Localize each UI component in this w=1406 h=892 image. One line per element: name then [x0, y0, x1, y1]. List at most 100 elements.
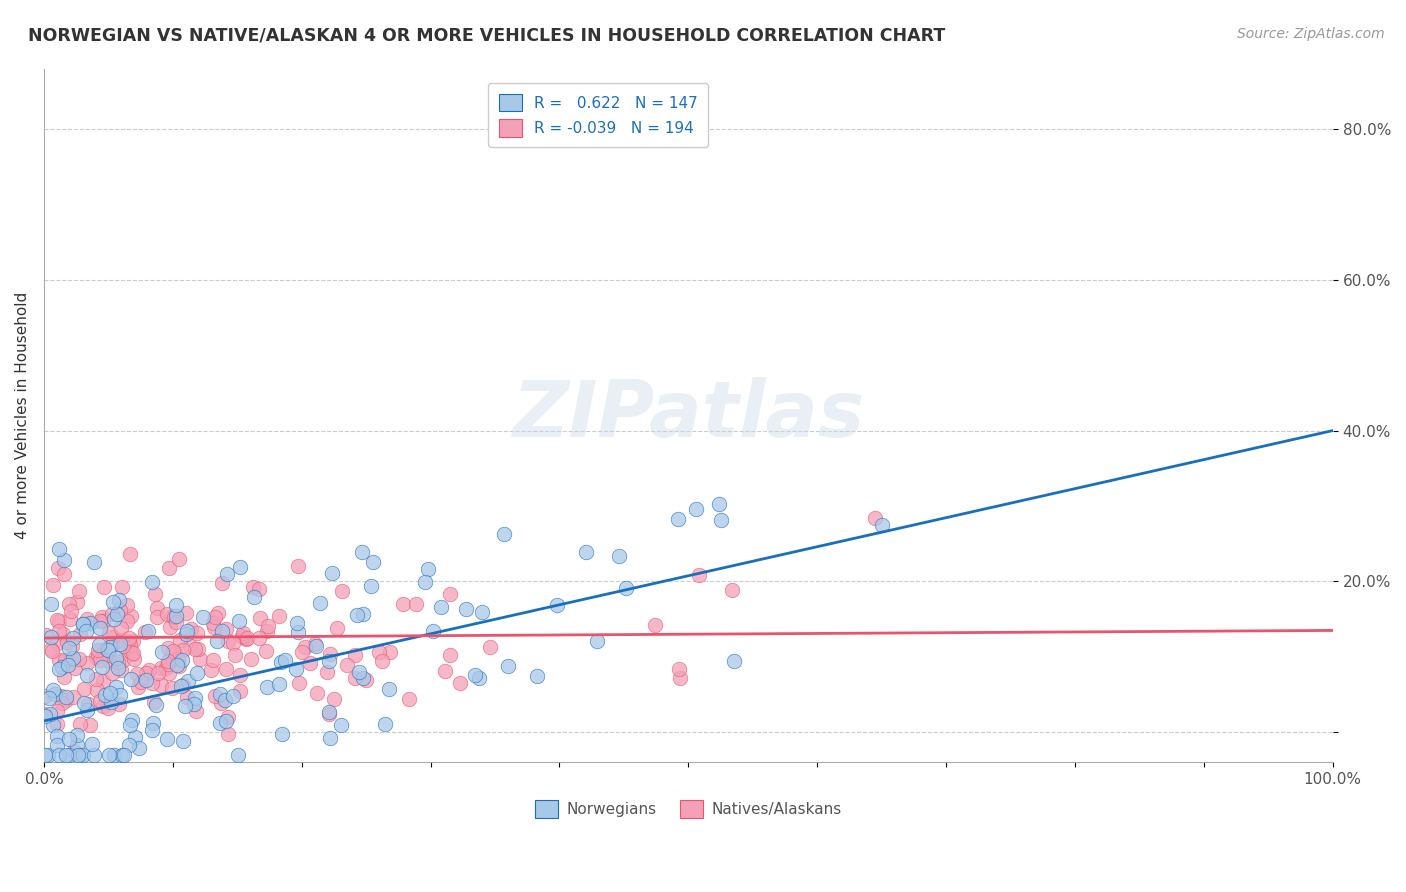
Point [48, 614, 70, 628]
Point [201, 615, 224, 630]
Point [112, 747, 135, 762]
Point [165, 609, 187, 624]
Point [235, 632, 257, 646]
Point [98, 626, 121, 640]
Point [34, 747, 56, 762]
Point [108, 636, 131, 650]
Point [330, 718, 353, 732]
Point [120, 608, 142, 623]
Point [122, 652, 145, 666]
Point [285, 615, 308, 630]
Point [344, 648, 367, 662]
Point [166, 657, 188, 672]
Point [207, 634, 229, 648]
Point [186, 625, 208, 640]
Point [45, 739, 67, 753]
Point [418, 561, 440, 575]
Point [202, 620, 225, 634]
Point [42, 578, 65, 592]
Point [145, 698, 167, 712]
Point [39, 641, 62, 656]
Point [46, 717, 69, 731]
Point [347, 665, 370, 680]
Point [48, 747, 70, 762]
Point [150, 645, 173, 659]
Point [166, 652, 188, 666]
Point [249, 610, 271, 624]
Point [318, 647, 340, 661]
Point [48, 652, 70, 666]
Point [56, 634, 79, 648]
Point [299, 656, 322, 670]
Point [224, 648, 246, 662]
Point [142, 715, 165, 730]
Point [685, 502, 707, 516]
Point [322, 691, 344, 706]
Point [163, 609, 186, 624]
Point [51, 696, 73, 710]
Point [73, 772, 96, 787]
Point [209, 687, 232, 701]
Point [62, 744, 84, 758]
Point [34, 709, 56, 723]
Point [526, 669, 548, 683]
Point [51, 689, 73, 703]
Point [135, 665, 157, 680]
Point [84, 649, 107, 664]
Point [236, 631, 259, 645]
Point [307, 686, 329, 700]
Point [378, 645, 401, 659]
Point [270, 655, 292, 669]
Point [121, 713, 143, 727]
Point [294, 640, 316, 654]
Point [378, 681, 401, 696]
Point [104, 651, 127, 665]
Point [90, 609, 112, 624]
Point [107, 655, 129, 669]
Point [228, 684, 250, 698]
Point [180, 623, 202, 637]
Point [162, 644, 184, 658]
Point [367, 645, 389, 659]
Point [97, 747, 120, 762]
Point [156, 640, 179, 655]
Point [343, 671, 366, 685]
Point [52, 552, 75, 566]
Point [287, 559, 309, 574]
Point [494, 527, 516, 541]
Point [165, 615, 187, 630]
Point [56, 658, 79, 673]
Point [138, 663, 160, 677]
Point [91, 674, 114, 689]
Point [211, 624, 233, 639]
Point [374, 717, 396, 731]
Point [187, 642, 209, 657]
Point [89, 621, 111, 635]
Point [93, 643, 115, 657]
Point [52, 627, 75, 641]
Point [53, 653, 76, 667]
Point [209, 697, 232, 711]
Point [354, 673, 377, 687]
Point [479, 640, 502, 654]
Point [215, 623, 238, 637]
Point [58, 597, 80, 611]
Point [721, 582, 744, 597]
Point [76, 703, 98, 717]
Point [69, 747, 91, 762]
Point [229, 560, 252, 574]
Point [118, 635, 141, 649]
Point [146, 666, 169, 681]
Point [101, 607, 124, 622]
Point [228, 614, 250, 628]
Point [221, 689, 243, 703]
Point [184, 704, 207, 718]
Point [352, 672, 374, 686]
Point [217, 634, 239, 648]
Point [184, 691, 207, 706]
Point [644, 618, 666, 632]
Point [86, 682, 108, 697]
Point [208, 716, 231, 731]
Point [232, 630, 254, 644]
Point [46, 635, 69, 649]
